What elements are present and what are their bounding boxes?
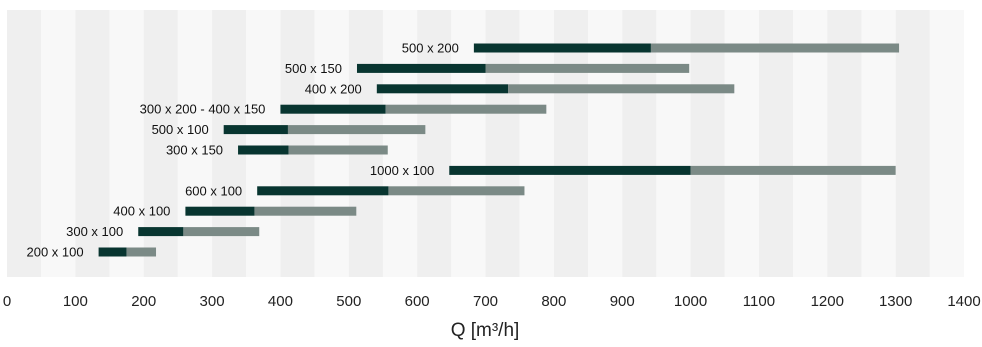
bar-segment-dark	[238, 145, 289, 155]
grid-band	[793, 10, 828, 277]
x-tick-label: 700	[473, 293, 498, 310]
x-tick-label: 600	[405, 293, 430, 310]
grid-band	[553, 10, 589, 277]
bar-segment-light	[388, 186, 525, 196]
x-tick-label: 1000	[674, 293, 707, 310]
bar-segment-dark	[280, 104, 386, 114]
bar-segment-light	[126, 247, 157, 257]
grid-band	[314, 10, 349, 277]
x-tick-label: 900	[610, 293, 635, 310]
x-tick-label: 400	[268, 293, 293, 310]
grid-band	[246, 10, 281, 277]
grid-band	[588, 10, 623, 277]
grid-band	[519, 10, 554, 277]
bar-segment-dark	[257, 186, 389, 196]
x-tick-label: 300	[200, 293, 225, 310]
grid-band	[7, 10, 42, 277]
x-tick-label: 1400	[947, 293, 980, 310]
grid-band	[451, 10, 486, 277]
category-label: 200 x 100	[26, 245, 83, 260]
bar-segment-light	[254, 206, 357, 216]
x-tick-label: 800	[541, 293, 566, 310]
bar-segment-dark	[138, 227, 184, 237]
grid-band	[485, 10, 520, 277]
bar-segment-light	[485, 63, 690, 73]
grid-band	[724, 10, 759, 277]
grid-band	[827, 10, 862, 277]
x-tick-label: 1100	[743, 293, 775, 310]
x-tick-label: 1200	[811, 293, 844, 310]
grid-band	[348, 10, 383, 277]
bar-segment-light	[508, 84, 735, 94]
grid-band	[929, 10, 964, 277]
bar-segment-light	[650, 43, 900, 53]
bar-segment-light	[183, 227, 260, 237]
category-label: 500 x 100	[152, 122, 209, 137]
grid-band	[75, 10, 110, 277]
category-label: 400 x 100	[113, 204, 170, 219]
category-label: 300 x 100	[66, 224, 123, 239]
bar-segment-light	[287, 125, 426, 135]
grid-band	[280, 10, 315, 277]
grid-band	[382, 10, 418, 277]
grid-band	[895, 10, 930, 277]
category-label: 1000 x 100	[370, 163, 434, 178]
bars	[98, 43, 900, 257]
grid-band	[109, 10, 144, 277]
bar-segment-dark	[98, 247, 127, 257]
bar-segment-dark	[185, 206, 255, 216]
grid-band	[656, 10, 691, 277]
bar-segment-light	[690, 165, 896, 175]
grid-band	[41, 10, 76, 277]
bar-segment-light	[288, 145, 388, 155]
bar-segment-dark	[449, 165, 691, 175]
category-label: 500 x 200	[402, 41, 459, 56]
x-tick-label: 1300	[879, 293, 912, 310]
background-bands	[7, 10, 964, 277]
x-axis-title: Q [m³/h]	[451, 320, 520, 341]
category-labels: 500 x 200 500 x 150 400 x 200 300 x 200 - 4…	[26, 41, 458, 260]
category-label: 300 x 150	[166, 143, 223, 158]
grid-band	[861, 10, 896, 277]
grid-band	[758, 10, 794, 277]
grid-band	[622, 10, 657, 277]
bar-segment-dark	[473, 43, 651, 53]
bar-segment-dark	[223, 125, 288, 135]
bar-segment-dark	[356, 63, 486, 73]
category-label: 300 x 200 - 400 x 150	[140, 102, 266, 117]
x-axis-ticks: 0 100 200 300 400 500 600 700 800 900 1000 1100 1200…	[3, 293, 981, 310]
bar-segment-light	[385, 104, 547, 114]
grid-band	[690, 10, 725, 277]
x-tick-label: 500	[336, 293, 361, 310]
category-label: 600 x 100	[185, 183, 242, 198]
x-tick-label: 200	[131, 293, 156, 310]
x-tick-label: 100	[63, 293, 88, 310]
category-label: 400 x 200	[305, 81, 362, 96]
bar-segment-dark	[376, 84, 509, 94]
x-tick-label: 0	[3, 293, 11, 310]
grid-band	[417, 10, 452, 277]
category-label: 500 x 150	[285, 61, 342, 76]
